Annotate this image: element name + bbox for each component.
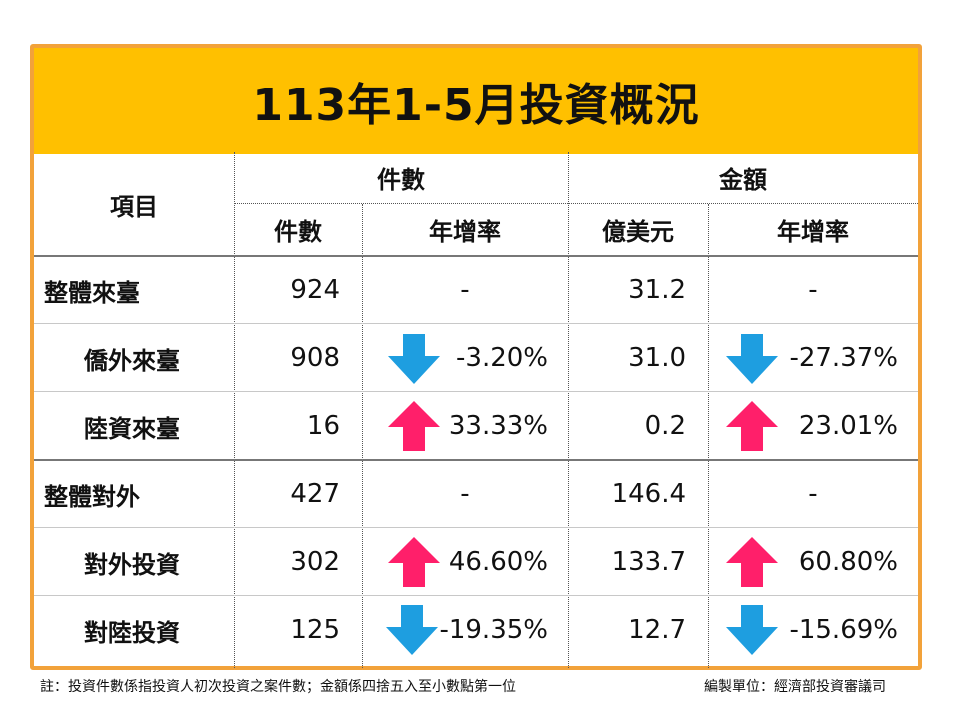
row-label: 對陸投資 xyxy=(84,618,180,647)
row-count: 16 xyxy=(306,411,340,441)
header-amount-growth: 年增率 xyxy=(777,218,849,246)
page-title: 113年1-5月投資概況 xyxy=(252,80,700,131)
row-amount: 31.2 xyxy=(628,275,686,305)
row-count-growth: 33.33% xyxy=(448,411,548,441)
row-count-growth: -19.35% xyxy=(439,615,548,645)
row-label: 整體對外 xyxy=(44,482,140,511)
row-amount: 133.7 xyxy=(611,547,686,577)
row-count: 924 xyxy=(290,275,340,305)
row-label: 整體來臺 xyxy=(44,278,140,307)
row-count-growth: -3.20% xyxy=(456,343,548,373)
row-amount: 12.7 xyxy=(628,615,686,645)
arrow-up-icon xyxy=(726,537,778,587)
row-count: 125 xyxy=(290,615,340,645)
header-count: 件數 xyxy=(274,218,322,246)
arrow-down-icon xyxy=(386,605,438,655)
arrow-down-icon xyxy=(726,334,778,384)
row-amount-growth: 23.01% xyxy=(798,411,898,441)
footer-note: 註：投資件數係指投資人初次投資之案件數；金額係四捨五入至小數點第一位 xyxy=(40,679,516,695)
arrow-up-icon xyxy=(388,537,440,587)
row-label: 對外投資 xyxy=(84,550,180,579)
arrow-down-icon xyxy=(726,605,778,655)
arrow-up-icon xyxy=(726,401,778,451)
row-count-growth: - xyxy=(460,275,470,305)
footer-unit: 編製單位：經濟部投資審議司 xyxy=(704,679,886,695)
row-count: 427 xyxy=(290,479,340,509)
row-label: 僑外來臺 xyxy=(84,346,180,375)
row-count-growth: 46.60% xyxy=(448,547,548,577)
row-amount-growth: - xyxy=(808,479,818,509)
row-amount-growth: - xyxy=(808,275,818,305)
row-count: 908 xyxy=(290,343,340,373)
row-count: 302 xyxy=(290,547,340,577)
row-amount: 146.4 xyxy=(611,479,686,509)
row-count-growth: - xyxy=(460,479,470,509)
header-count-growth: 年增率 xyxy=(429,218,501,246)
row-amount: 31.0 xyxy=(628,343,686,373)
header-group-count: 件數 xyxy=(377,166,425,194)
arrow-down-icon xyxy=(388,334,440,384)
row-amount: 0.2 xyxy=(644,411,686,441)
arrow-up-icon xyxy=(388,401,440,451)
header-amount: 億美元 xyxy=(602,218,674,246)
title-banner: 113年1-5月投資概況 xyxy=(34,48,918,154)
row-label: 陸資來臺 xyxy=(84,414,180,443)
header-group-amount: 金額 xyxy=(719,166,767,194)
row-amount-growth: -27.37% xyxy=(789,343,898,373)
header-item: 項目 xyxy=(110,192,158,221)
row-amount-growth: 60.80% xyxy=(798,547,898,577)
row-amount-growth: -15.69% xyxy=(789,615,898,645)
